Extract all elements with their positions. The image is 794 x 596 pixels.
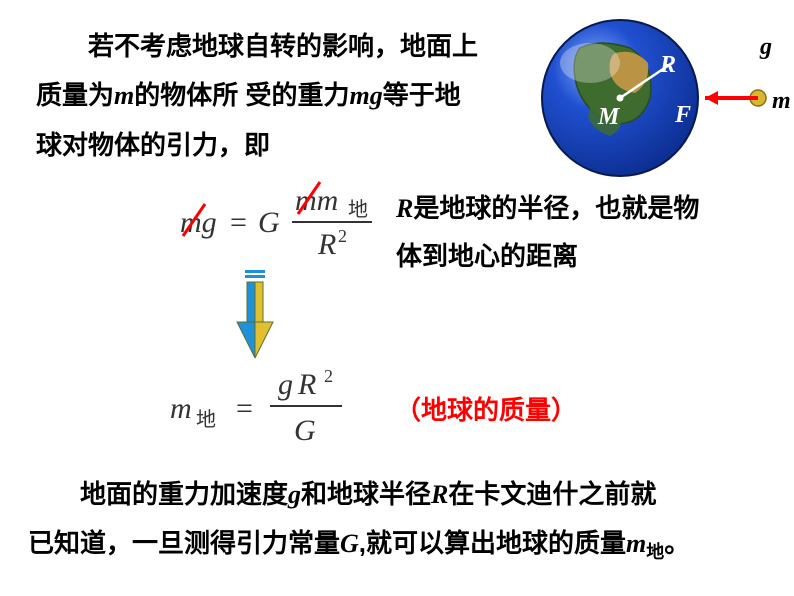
eq1-eq: = xyxy=(230,206,247,239)
c-m: m xyxy=(626,529,646,558)
intro-l2b: 的物体所 受的重力 xyxy=(134,80,349,110)
conclusion-paragraph: 地面的重力加速度g和地球半径R在卡文迪什之前就 已知道，一旦测得引力常量G,就可… xyxy=(28,470,776,570)
eq1-G: G xyxy=(258,206,280,239)
c-R: R xyxy=(431,480,448,509)
arrow-head-l xyxy=(237,322,255,358)
arrow-head-r xyxy=(255,322,273,358)
rnote-R: R xyxy=(396,194,413,223)
c-end: 。 xyxy=(664,528,690,558)
eq1-top-sub: 地 xyxy=(348,198,368,221)
derive-arrow xyxy=(235,270,275,360)
equation-m-earth: m 地 = g R 2 G xyxy=(170,362,400,452)
rnote-t1: 是地球的半径，也就是物 xyxy=(413,193,699,223)
c-mid1: 和地球半径 xyxy=(301,479,431,509)
intro-mg: mg xyxy=(349,81,382,110)
label-m: m xyxy=(772,88,791,115)
intro-l2c: 等于地 xyxy=(383,80,461,110)
eq2-eq: = xyxy=(236,392,253,425)
label-F: F xyxy=(675,102,691,129)
eq2-msub: 地 xyxy=(196,408,216,431)
c-mid2: 在卡文迪什之前就 xyxy=(448,479,656,509)
arrow-shaft-l xyxy=(247,282,255,322)
intro-paragraph: 若不考虑地球自转的影响，地面上 质量为m的物体所 受的重力mg等于地 球对物体的… xyxy=(36,22,516,170)
arrow-band2 xyxy=(245,275,265,278)
c-comma: , xyxy=(359,528,366,558)
eq2-m: m xyxy=(170,392,192,425)
earth-diagram: g R M F m xyxy=(520,8,790,188)
radius-note: R是地球的半径，也就是物 体到地心的距离 xyxy=(396,185,774,280)
label-g: g xyxy=(760,34,772,61)
arrow-shaft-r xyxy=(255,282,263,322)
shine xyxy=(560,43,620,83)
force-arrow-head xyxy=(705,91,718,105)
arrow-band1 xyxy=(245,270,265,273)
label-M: M xyxy=(598,104,619,131)
intro-l3: 球对物体的引力，即 xyxy=(36,130,270,160)
intro-l2a: 质量为 xyxy=(36,80,114,110)
c-mid3: 就可以算出地球的质量 xyxy=(366,528,626,558)
c-g: g xyxy=(288,480,301,509)
c-G: G xyxy=(340,529,359,558)
eq2-top-R: R xyxy=(297,368,316,401)
eq2-top-g: g xyxy=(278,368,293,401)
eq1-bot-R: R xyxy=(317,228,336,261)
mass-note: （地球的质量） xyxy=(395,390,577,427)
rnote-t2: 体到地心的距离 xyxy=(396,241,578,271)
intro-line1: 若不考虑地球自转的影响，地面上 xyxy=(88,31,478,61)
c-msub: 地 xyxy=(646,543,664,563)
label-R: R xyxy=(660,52,676,79)
c-l2pre: 已知道，一旦测得引力常量 xyxy=(28,528,340,558)
eq2-sup: 2 xyxy=(324,366,333,386)
equation-mg: mg = G mm 地 R 2 xyxy=(180,180,400,270)
c-pre: 地面的重力加速度 xyxy=(80,479,288,509)
intro-m: m xyxy=(114,81,134,110)
eq1-bot-sup: 2 xyxy=(338,226,347,246)
eq2-bot: G xyxy=(294,414,316,447)
